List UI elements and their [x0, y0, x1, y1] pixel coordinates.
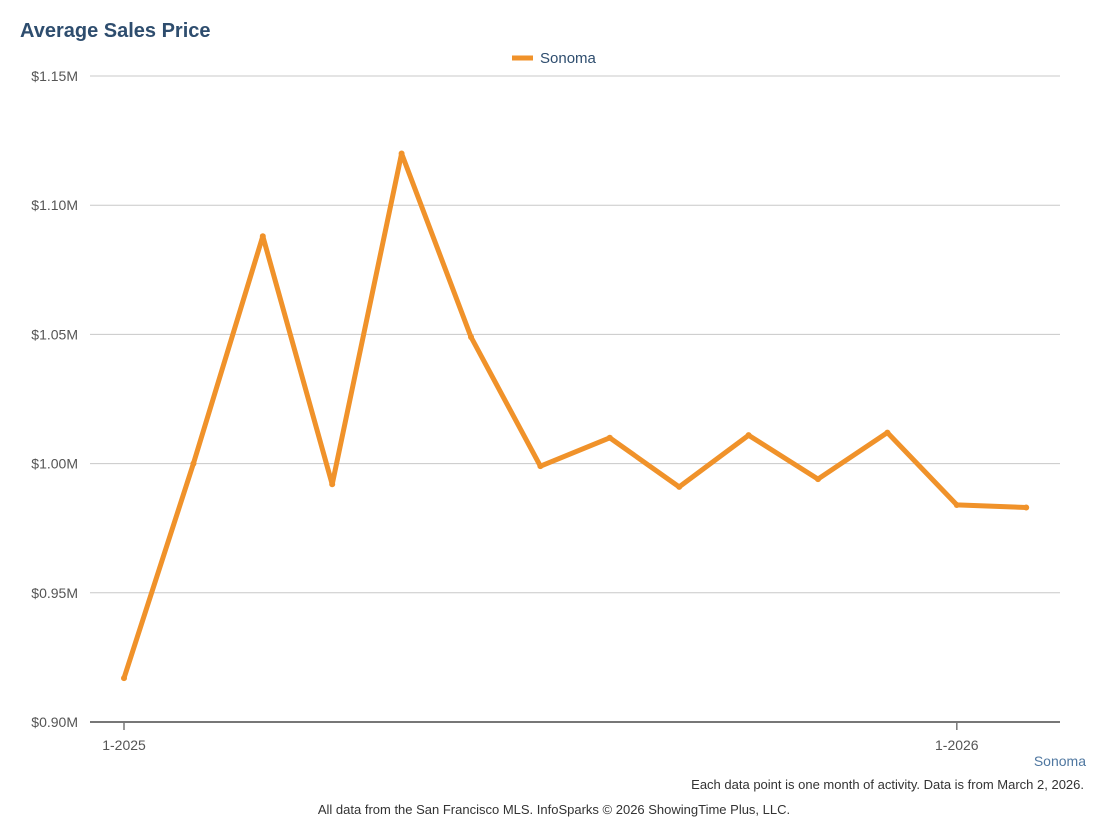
- data-point-12[interactable]: [953, 501, 960, 508]
- data-point-13[interactable]: [1023, 504, 1030, 511]
- data-point-7[interactable]: [606, 434, 613, 441]
- data-credit: All data from the San Francisco MLS. Inf…: [317, 802, 791, 817]
- x-tick-label-1: 1-2026: [935, 737, 979, 753]
- data-point-9[interactable]: [745, 432, 752, 439]
- data-point-0[interactable]: [121, 675, 127, 682]
- data-point-8[interactable]: [676, 483, 683, 490]
- data-point-11[interactable]: [884, 429, 891, 436]
- y-tick-label-0: $1.15M: [31, 68, 78, 84]
- legend[interactable]: Sonoma: [512, 50, 597, 67]
- data-point-4[interactable]: [398, 150, 405, 157]
- data-point-2[interactable]: [259, 233, 266, 240]
- y-tick-label-5: $0.90M: [31, 714, 78, 730]
- series-line-0: [121, 151, 1029, 681]
- data-point-5[interactable]: [468, 333, 474, 340]
- data-point-10[interactable]: [815, 476, 821, 483]
- y-tick-label-1: $1.10M: [31, 197, 78, 213]
- legend-label: Sonoma: [540, 50, 597, 67]
- data-point-3[interactable]: [329, 481, 336, 488]
- x-tick-label-0: 1-2025: [102, 737, 146, 753]
- y-tick-label-4: $0.95M: [31, 585, 78, 601]
- series-layer: [121, 150, 1030, 682]
- y-tick-label-3: $1.00M: [31, 456, 78, 472]
- x-axis: 1-2025 1-2026: [102, 722, 979, 753]
- y-axis-labels: $1.15M $1.10M $1.05M $1.00M $0.95M $0.90M: [31, 68, 78, 730]
- data-point-1[interactable]: [190, 460, 197, 467]
- data-point-6[interactable]: [537, 463, 544, 470]
- data-note: Each data point is one month of activity…: [691, 777, 1084, 792]
- y-tick-label-2: $1.05M: [31, 326, 78, 342]
- chart-title: Average Sales Price: [20, 20, 211, 42]
- grid-lines: [90, 75, 1060, 723]
- series-footer-label: Sonoma: [1033, 753, 1086, 769]
